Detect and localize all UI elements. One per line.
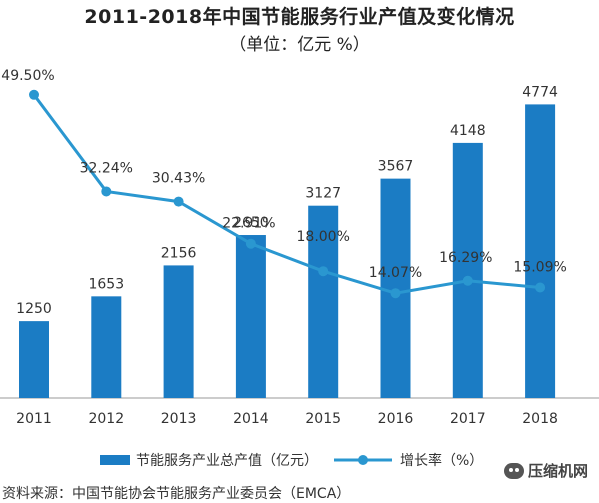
watermark-text: 压缩机网: [528, 462, 589, 480]
growth-point-2018: [535, 282, 546, 293]
bar-2014: [235, 235, 266, 398]
growth-point-2014: [245, 238, 256, 249]
growth-point-2013: [173, 196, 184, 207]
x-tick-2012: 2012: [88, 411, 124, 427]
bar-label-2018: 4774: [522, 84, 558, 100]
bar-label-2015: 3127: [305, 186, 341, 202]
x-tick-2013: 2013: [161, 411, 197, 427]
bar-label-2013: 2156: [161, 245, 197, 261]
growth-point-2011: [29, 89, 39, 100]
chart-title: 2011-2018年中国节能服务行业产值及变化情况: [84, 6, 515, 28]
legend-bar-swatch: [100, 455, 130, 465]
growth-point-2016: [390, 288, 401, 299]
x-tick-2011: 2011: [16, 411, 52, 427]
legend-bar-label: 节能服务产业总产值（亿元）: [136, 453, 318, 469]
growth-point-2015: [318, 266, 329, 277]
bar-label-2012: 1653: [88, 276, 124, 292]
legend-line-label: 增长率（%）: [400, 452, 483, 469]
bar-2013: [163, 265, 194, 398]
x-tick-2018: 2018: [522, 411, 558, 427]
source-note: 资料来源：中国节能协会节能服务产业委员会（EMCA）: [2, 486, 351, 502]
chart-subtitle: （单位：亿元 %）: [229, 35, 370, 55]
growth-label-2017: 16.29%: [439, 250, 492, 266]
growth-point-2012: [101, 186, 112, 197]
x-tick-2014: 2014: [233, 411, 269, 427]
legend-line-marker: [358, 455, 368, 465]
growth-label-2014: 22.91%: [222, 216, 275, 232]
growth-label-2018: 15.09%: [513, 259, 566, 275]
bar-label-2016: 3567: [378, 159, 414, 175]
growth-point-2017: [462, 275, 473, 286]
bar-2012: [91, 296, 122, 398]
watermark: 压缩机网: [504, 460, 588, 481]
bar-label-2011: 1250: [16, 301, 52, 317]
growth-line: [32, 93, 541, 295]
x-tick-2015: 2015: [305, 411, 341, 427]
bar-2018: [525, 104, 556, 399]
growth-label-2013: 30.43%: [152, 171, 205, 187]
growth-label-2015: 18.00%: [297, 229, 350, 245]
growth-label-2016: 14.07%: [369, 265, 422, 281]
bar-label-2014: 2650: [233, 215, 269, 231]
growth-label-2012: 32.24%: [80, 160, 133, 176]
x-tick-2016: 2016: [378, 411, 414, 427]
bar-2011: [19, 321, 49, 398]
growth-label-2011: 49.50%: [1, 68, 54, 84]
x-tick-2017: 2017: [450, 411, 486, 427]
bar-2015: [308, 205, 339, 398]
wechat-icon: [504, 462, 524, 479]
bar-2017: [452, 142, 483, 398]
bar-label-2017: 4148: [450, 123, 486, 139]
